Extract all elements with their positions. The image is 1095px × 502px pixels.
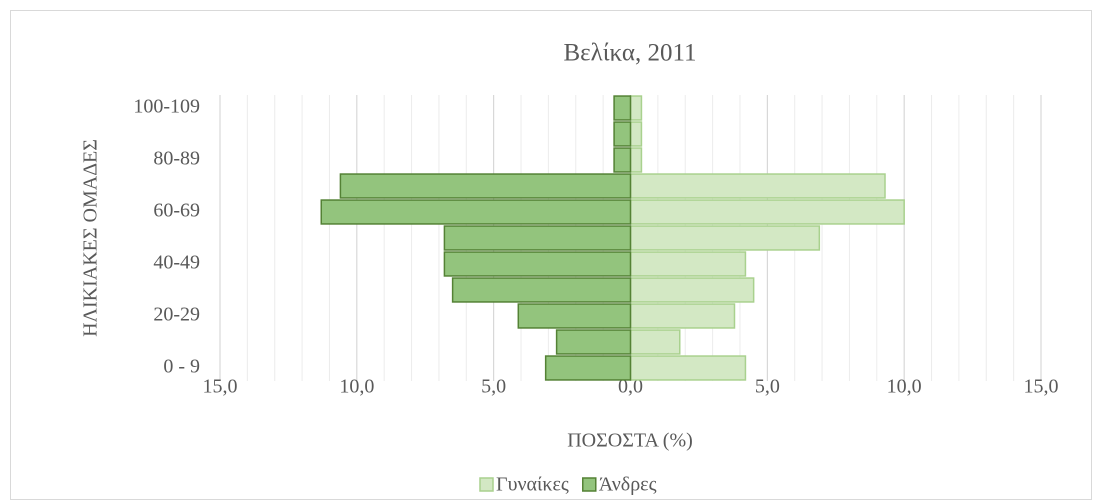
bar bbox=[339, 173, 632, 199]
y-tick-label: 20-29 bbox=[153, 304, 200, 326]
bar bbox=[629, 225, 821, 251]
bar bbox=[629, 147, 643, 173]
legend-label: Γυναίκες bbox=[496, 474, 569, 496]
bar bbox=[629, 199, 905, 225]
bar bbox=[629, 329, 681, 355]
chart-title: Βελίκα, 2011 bbox=[563, 40, 696, 67]
x-tick-label: 10,0 bbox=[339, 376, 374, 398]
legend-label: Άνδρες bbox=[599, 474, 657, 496]
y-tick-label: 0 - 9 bbox=[163, 356, 200, 378]
bar bbox=[613, 121, 632, 147]
bar bbox=[629, 173, 886, 199]
bar bbox=[555, 329, 632, 355]
x-tick-label: 5,0 bbox=[755, 376, 780, 398]
bar bbox=[629, 303, 736, 329]
bar bbox=[544, 355, 632, 381]
bar bbox=[320, 199, 632, 225]
bar bbox=[443, 225, 632, 251]
bar bbox=[613, 95, 632, 121]
bar bbox=[517, 303, 632, 329]
y-tick-label: 40-49 bbox=[153, 252, 200, 274]
bar bbox=[629, 95, 643, 121]
legend-swatch bbox=[582, 477, 597, 492]
bar bbox=[451, 277, 632, 303]
x-tick-label: 10,0 bbox=[887, 376, 922, 398]
x-tick-label: 5,0 bbox=[481, 376, 506, 398]
bar bbox=[629, 121, 643, 147]
bar bbox=[613, 147, 632, 173]
y-axis-label: ΗΛΙΚΙΑΚΕΣ ΟΜΑΔΕΣ bbox=[80, 139, 102, 337]
bar bbox=[443, 251, 632, 277]
x-tick-label: 0,0 bbox=[618, 376, 643, 398]
legend-swatch bbox=[479, 477, 494, 492]
x-tick-label: 15,0 bbox=[203, 376, 238, 398]
y-tick-label: 100-109 bbox=[133, 96, 200, 118]
y-tick-label: 60-69 bbox=[153, 200, 200, 222]
bar bbox=[629, 277, 755, 303]
x-tick-label: 15,0 bbox=[1024, 376, 1059, 398]
bar bbox=[629, 355, 747, 381]
x-axis-label: ΠΟΣΟΣΤΑ (%) bbox=[567, 430, 693, 452]
y-tick-label: 80-89 bbox=[153, 148, 200, 170]
bar bbox=[629, 251, 747, 277]
